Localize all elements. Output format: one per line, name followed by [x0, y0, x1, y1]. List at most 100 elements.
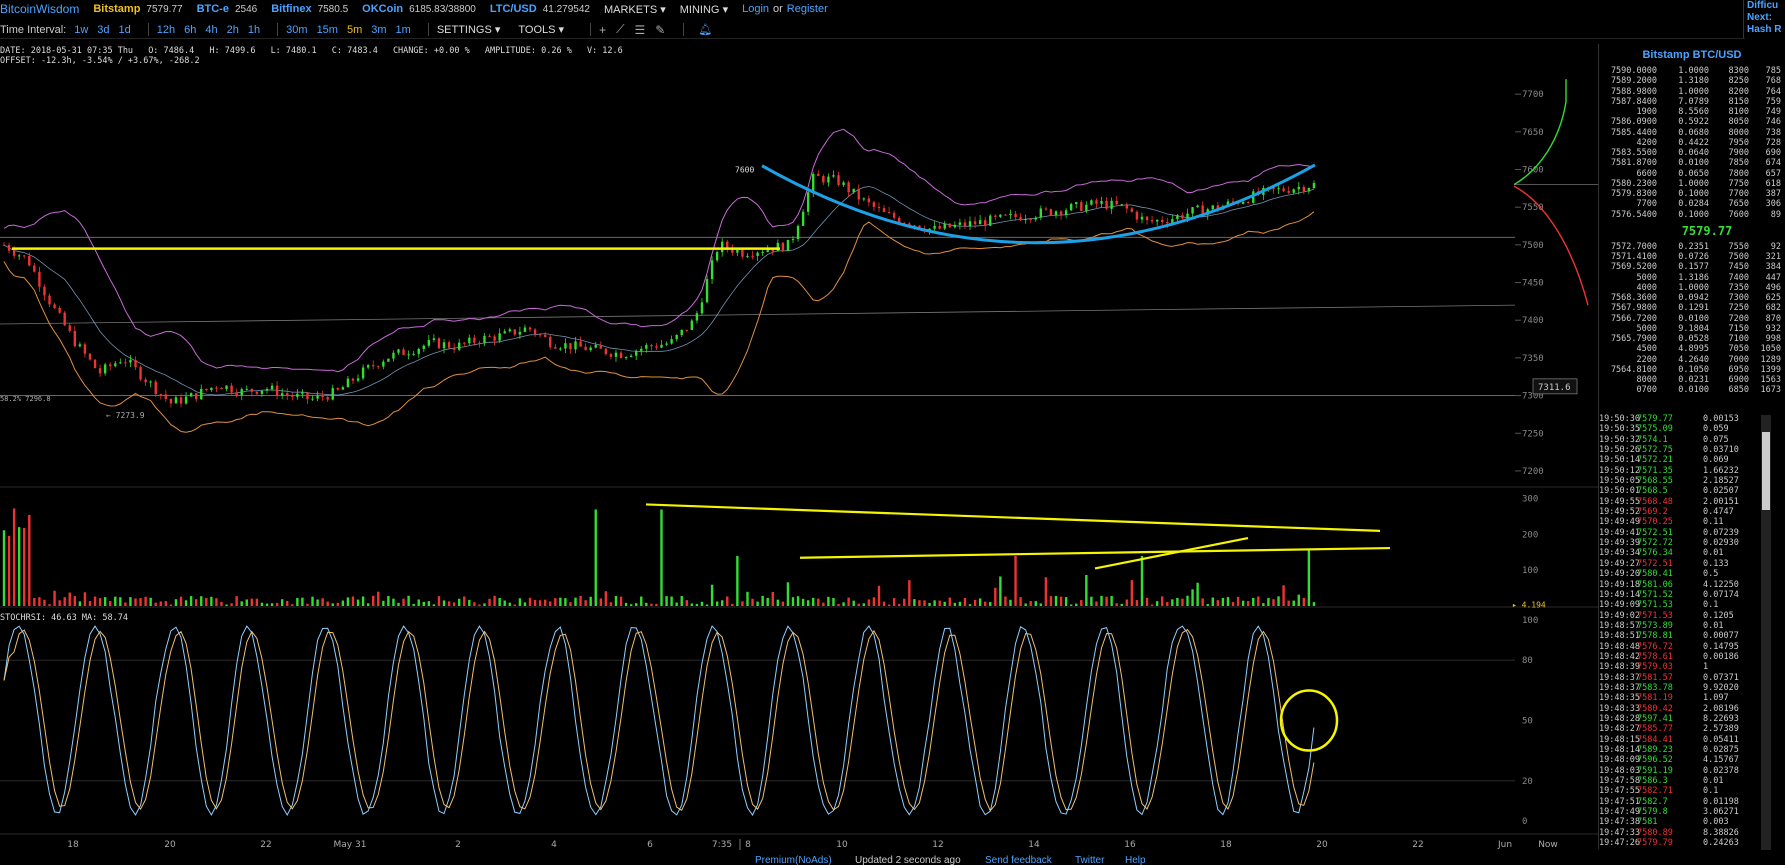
bell-icon[interactable]: 🔔︎ [698, 24, 713, 36]
trade-cell: 19:50:26 [1599, 445, 1640, 456]
interval-15m[interactable]: 15m [316, 23, 338, 36]
volume-bar [796, 596, 800, 606]
volume-bar [1211, 597, 1214, 606]
interval-1m[interactable]: 1m [395, 23, 411, 36]
time-tick-label: 6 [647, 840, 653, 850]
current-volume-label: ▸ 4.194 [1512, 601, 1546, 610]
candle-body [275, 385, 279, 396]
exchange-okcoin[interactable]: OKCoin [362, 3, 404, 15]
candle-body [523, 327, 527, 332]
candle-body [397, 349, 400, 353]
trade-cell: 4.15767 [1703, 755, 1739, 766]
exchange-bitfinex[interactable]: Bitfinex [271, 3, 312, 15]
interval-30m[interactable]: 30m [286, 23, 308, 36]
trade-row: 19:49:39 7572.72 0.02930 [1599, 538, 1773, 548]
trade-cell: 7596.52 [1637, 755, 1673, 766]
brush-icon[interactable]: ✎ [655, 22, 666, 37]
ask-row: 7589.2000 1.3180 8250 768 [1599, 76, 1785, 86]
lines-icon[interactable]: ☰ [634, 22, 646, 37]
plus-icon[interactable]: + [599, 22, 607, 37]
interval-5m[interactable]: 5m [346, 23, 363, 36]
volume-bar [23, 527, 26, 606]
settings-menu[interactable]: SETTINGS ▾ [436, 24, 501, 36]
volume-bar [862, 603, 866, 606]
volume-bar [372, 595, 375, 606]
interval-1w[interactable]: 1w [74, 23, 89, 36]
bid-cell: 7566.7200 [1610, 313, 1657, 324]
candle-body [1297, 186, 1300, 190]
trade-cell: 7568.55 [1637, 476, 1673, 487]
candle-body [366, 365, 370, 368]
ask-cell: 728 [1765, 137, 1781, 148]
interval-12h[interactable]: 12h [156, 23, 176, 36]
difficulty-panel: Difficu Next: Hash R [1743, 0, 1785, 38]
ask-row: 7576.5400 0.1000 7600 89 [1599, 210, 1785, 220]
candle-body [989, 215, 992, 226]
candle-body [827, 176, 830, 183]
ask-cell: 7587.8400 [1610, 96, 1657, 107]
candle-body [978, 220, 982, 225]
line-icon[interactable]: ⟋ [616, 22, 625, 36]
trade-cell: 19:47:49 [1599, 807, 1640, 818]
volume-bar [918, 600, 921, 606]
volume-bar [528, 597, 532, 606]
candle-body [549, 336, 552, 348]
feedback-link[interactable]: Send feedback [985, 855, 1052, 865]
interval-3m[interactable]: 3m [371, 23, 387, 36]
candle-body [286, 393, 289, 396]
markets-menu[interactable]: MARKETS ▾ [604, 3, 666, 16]
volume-bar [695, 603, 699, 606]
twitter-link[interactable]: Twitter [1075, 855, 1105, 865]
ask-cell: 7588.9800 [1610, 86, 1657, 97]
trade-row: 19:49:49 7570.25 0.11 [1599, 517, 1773, 527]
bid-cell: 1050 [1760, 344, 1781, 355]
interval-2h[interactable]: 2h [226, 23, 239, 36]
trade-cell: 7569.2 [1637, 507, 1668, 518]
tools-menu[interactable]: TOOLS ▾ [518, 24, 565, 36]
trades-scroll-thumb[interactable] [1762, 432, 1770, 510]
ask-cell: 7586.0900 [1610, 117, 1657, 128]
register-link[interactable]: Register [786, 3, 828, 15]
bid-cell: 998 [1765, 334, 1781, 344]
exchange-ltcusd[interactable]: LTC/USD [489, 3, 537, 15]
candle-body [1064, 210, 1068, 215]
trade-cell: 1.097 [1703, 693, 1729, 704]
price-tick-label: 7700 [1522, 90, 1544, 100]
candle-body [301, 392, 304, 394]
interval-4h[interactable]: 4h [205, 23, 218, 36]
candle-body [554, 347, 557, 349]
candle-body [311, 398, 314, 400]
exchange-bitstamp[interactable]: Bitstamp [93, 3, 141, 15]
interval-3d[interactable]: 3d [97, 23, 110, 36]
exchange-btce[interactable]: BTC-e [196, 3, 229, 15]
ask-cell: 8050 [1728, 117, 1749, 128]
volume-bar [1095, 601, 1098, 606]
candle-body [700, 302, 704, 314]
mining-menu[interactable]: MINING ▾ [680, 3, 728, 16]
trades-scrollbar[interactable] [1761, 415, 1771, 850]
candle-body [756, 252, 759, 257]
bid-cell: 7500 [1728, 252, 1749, 262]
price-chart[interactable]: 7200 7250 7300 7350 7400 7450 7500 7550 7600 7650… [0, 38, 1598, 855]
volume-bar [736, 555, 739, 606]
ask-row: 7580.2300 1.0000 7750 618 [1599, 179, 1785, 189]
candle-body [938, 225, 941, 229]
candle-body [1241, 202, 1245, 204]
trade-cell: 0.075 [1703, 434, 1729, 445]
bid-cell: 1.3186 [1678, 272, 1709, 283]
candle-body [796, 225, 800, 240]
candle-body [240, 389, 243, 396]
interval-6h[interactable]: 6h [184, 23, 197, 36]
premium-link[interactable]: Premium(NoAds) [755, 855, 832, 865]
help-link[interactable]: Help [1125, 855, 1146, 865]
login-link[interactable]: Login [742, 3, 770, 15]
bid-cell: 932 [1765, 323, 1781, 334]
interval-1d[interactable]: 1d [118, 23, 131, 36]
site-logo[interactable]: BitcoinWisdom [0, 2, 80, 16]
ask-cell: 0.1000 [1678, 189, 1709, 199]
volume-bar [963, 597, 967, 606]
ask-cell: 0.0680 [1678, 127, 1709, 138]
price-tick-label: 7300 [1522, 392, 1544, 402]
ask-cell: 0.4422 [1678, 137, 1709, 148]
interval-1h[interactable]: 1h [247, 23, 261, 36]
